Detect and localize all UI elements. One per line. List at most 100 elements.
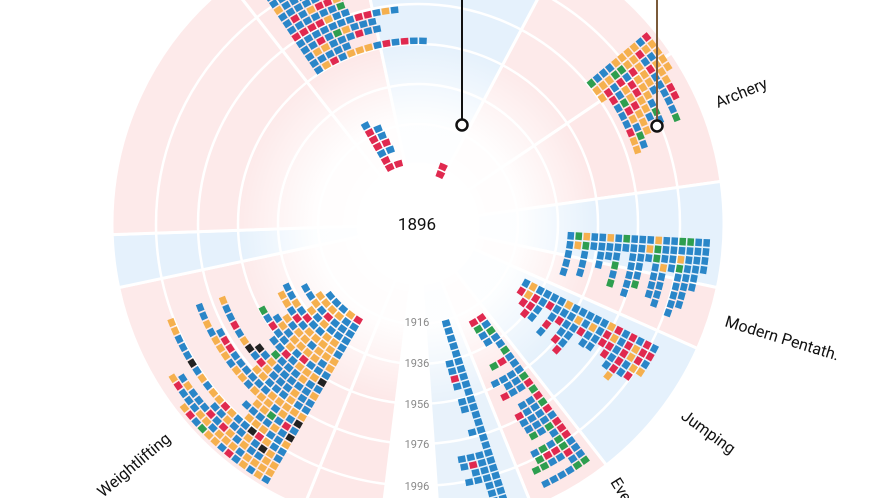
- medal-block: [611, 345, 622, 355]
- medal-block: [666, 299, 676, 309]
- medal-block: [345, 329, 355, 339]
- medal-block: [609, 333, 620, 344]
- medal-block: [557, 337, 568, 348]
- medal-block: [279, 369, 290, 380]
- medal-block: [337, 324, 348, 334]
- medal-block: [563, 447, 573, 458]
- sport-label[interactable]: Eve: [607, 474, 636, 498]
- medal-block: [201, 416, 212, 427]
- medal-block: [265, 430, 276, 440]
- medal-block: [281, 421, 292, 431]
- medal-block: [321, 370, 331, 381]
- medal-block: [664, 96, 674, 106]
- medal-block: [301, 367, 312, 378]
- sport-label[interactable]: Weightlifting: [93, 429, 174, 498]
- medal-block: [604, 251, 613, 261]
- medal-block: [519, 418, 529, 428]
- medal-block: [528, 282, 538, 292]
- medal-block: [481, 440, 491, 450]
- medal-block: [251, 419, 262, 429]
- medal-block: [629, 136, 639, 146]
- medal-block: [619, 98, 630, 108]
- year-label: 1936: [405, 357, 430, 370]
- medal-block: [321, 351, 332, 362]
- medal-block: [353, 315, 363, 325]
- medal-block: [247, 426, 258, 436]
- medal-block: [333, 350, 343, 360]
- medal-block: [293, 2, 304, 13]
- medal-block: [214, 394, 225, 405]
- medal-block: [566, 240, 574, 250]
- medal-block: [702, 247, 710, 257]
- sport-label[interactable]: Archery: [712, 74, 770, 112]
- medal-block: [598, 68, 609, 79]
- medal-block: [506, 369, 517, 380]
- medal-block: [260, 350, 271, 361]
- medal-block: [296, 341, 307, 352]
- sport-label[interactable]: Jumping: [678, 406, 740, 458]
- medal-block: [525, 395, 536, 406]
- medal-block: [559, 308, 570, 318]
- medal-block: [478, 330, 489, 341]
- medal-block: [230, 320, 240, 331]
- medal-block: [616, 65, 627, 75]
- medal-block: [588, 322, 598, 333]
- medal-block: [301, 283, 311, 293]
- medal-block: [262, 364, 273, 375]
- medal-block: [293, 400, 304, 411]
- pointer-marker[interactable]: [650, 119, 664, 133]
- medal-block: [228, 441, 238, 452]
- medal-block: [689, 274, 698, 283]
- medal-block: [435, 169, 446, 180]
- medal-block: [325, 49, 335, 59]
- medal-block: [301, 405, 311, 415]
- medal-block: [298, 320, 308, 331]
- medal-block: [655, 281, 664, 291]
- medal-block: [585, 311, 595, 321]
- medal-block: [606, 322, 617, 332]
- medal-block: [282, 282, 292, 293]
- medal-block: [275, 376, 286, 387]
- medal-block: [277, 409, 288, 419]
- ring: [154, 0, 682, 488]
- medal-block: [547, 410, 558, 420]
- medal-block: [670, 90, 680, 101]
- medal-block: [313, 65, 324, 75]
- medal-block: [656, 66, 667, 77]
- medal-block: [547, 457, 558, 467]
- medal-block: [233, 414, 244, 425]
- medal-block: [645, 351, 655, 362]
- medal-block: [183, 380, 193, 391]
- medal-block: [195, 302, 205, 313]
- medal-block: [549, 293, 560, 303]
- medal-block: [570, 442, 581, 453]
- medal-block: [380, 155, 391, 166]
- sport-label[interactable]: Modern Pentath.: [723, 312, 842, 365]
- pointer-marker[interactable]: [455, 118, 469, 132]
- medal-block: [202, 380, 213, 391]
- medal-block: [313, 365, 324, 376]
- medal-block: [460, 462, 469, 471]
- medal-block: [592, 314, 602, 325]
- medal-block: [321, 298, 332, 309]
- medal-block: [350, 22, 360, 31]
- ring: [276, 82, 560, 366]
- medal-block: [468, 317, 479, 328]
- medal-block: [243, 379, 254, 390]
- medal-block: [661, 254, 669, 264]
- medal-block: [668, 104, 678, 114]
- medal-block: [323, 312, 334, 323]
- medal-block: [556, 423, 567, 433]
- medal-block: [616, 367, 626, 378]
- medal-block: [535, 285, 545, 296]
- medal-block: [610, 261, 619, 270]
- medal-block: [373, 41, 382, 50]
- medal-block: [583, 232, 591, 241]
- medal-block: [258, 371, 269, 382]
- ring: [236, 42, 600, 406]
- medal-block: [224, 448, 234, 459]
- medal-block: [532, 304, 543, 315]
- medal-block: [251, 364, 262, 375]
- medal-block: [695, 238, 703, 247]
- medal-block: [473, 324, 484, 334]
